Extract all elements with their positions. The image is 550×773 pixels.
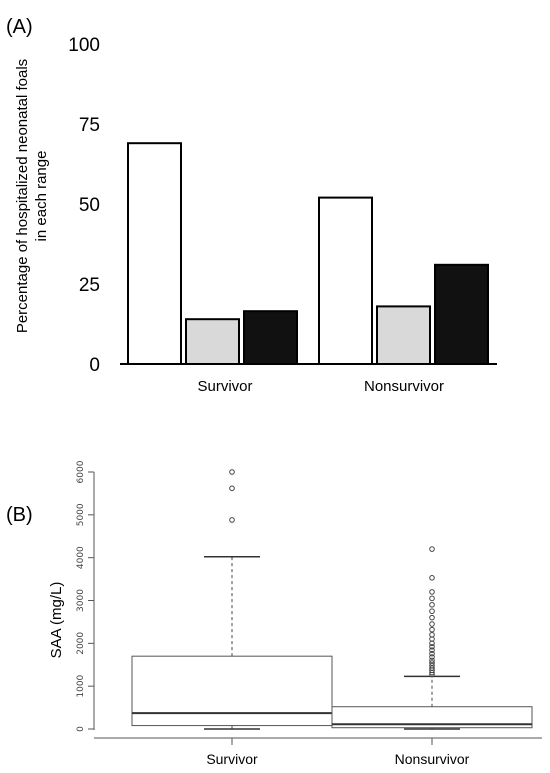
panel-b-category-nonsurvivor: Nonsurvivor bbox=[395, 751, 470, 767]
panel-a-ylabel-line-2: in each range bbox=[33, 151, 50, 242]
panel-a-y-tick-label: 0 bbox=[89, 355, 100, 376]
panel-a-bar-nonsurvivor-3 bbox=[434, 263, 489, 365]
panel-b-outlier bbox=[429, 654, 435, 660]
panel-b-outlier bbox=[429, 631, 435, 638]
panel-b-outlier bbox=[429, 614, 435, 621]
panel-a-bar-survivor-2 bbox=[185, 318, 240, 366]
panel-b-iqr-box bbox=[331, 706, 533, 729]
panel-b-outlier bbox=[429, 608, 435, 615]
panel-b-y-tick-label: 5000 bbox=[76, 503, 86, 526]
panel-b-outlier bbox=[229, 517, 235, 523]
panel-b-label: (B) bbox=[6, 504, 33, 526]
panel-b-outlier bbox=[429, 626, 435, 633]
panel-b-outlier bbox=[429, 650, 435, 657]
panel-b-iqr-box bbox=[131, 655, 333, 727]
panel-a-y-tick-label: 50 bbox=[79, 195, 100, 216]
panel-b-y-tick-label: 2000 bbox=[76, 632, 86, 655]
panel-b-outlier bbox=[429, 643, 435, 650]
panel-b-box-survivor bbox=[131, 469, 333, 730]
panel-a-bar-survivor-3 bbox=[243, 310, 298, 366]
panel-b-outlier bbox=[429, 595, 435, 602]
panel-a-category-survivor: Survivor bbox=[197, 378, 252, 395]
panel-b-category-survivor: Survivor bbox=[206, 751, 258, 767]
panel-a-y-tick-label: 100 bbox=[68, 35, 100, 56]
panel-a: (A) Percentage of hospitalized neonatal … bbox=[6, 16, 497, 395]
panel-b-y-ticks: 0 1000 2000 3000 4000 5000 6000 bbox=[76, 460, 94, 732]
panel-b-boxes bbox=[131, 469, 533, 730]
panel-b-outlier bbox=[229, 485, 235, 492]
panel-b-outlier bbox=[429, 574, 435, 581]
panel-b-ylabel: SAA (mg/L) bbox=[48, 582, 65, 659]
panel-b-y-tick-label: 4000 bbox=[76, 546, 86, 569]
panel-a-y-tick-label: 25 bbox=[79, 275, 100, 296]
panel-a-bars bbox=[127, 142, 489, 366]
panel-b-y-tick-label: 1000 bbox=[76, 674, 86, 697]
panel-b-outlier bbox=[429, 601, 435, 608]
panel-b-y-tick-label: 6000 bbox=[76, 460, 86, 483]
panel-b-outlier bbox=[429, 546, 435, 552]
panel-b-outlier bbox=[429, 589, 435, 595]
panel-a-y-ticks: 100 75 50 25 0 bbox=[68, 35, 100, 376]
panel-b-outlier bbox=[429, 662, 435, 669]
panel-b-outlier bbox=[429, 657, 435, 664]
panel-a-category-nonsurvivor: Nonsurvivor bbox=[364, 378, 444, 395]
panel-b-outlier bbox=[429, 660, 435, 666]
panel-b-outlier bbox=[429, 621, 435, 627]
panel-b: (B) SAA (mg/L) 0 1000 2000 3000 4000 5000 6000… bbox=[6, 460, 542, 767]
panel-b-outlier bbox=[429, 647, 435, 653]
panel-a-bar-nonsurvivor-2 bbox=[376, 305, 431, 365]
panel-b-outlier bbox=[429, 665, 435, 671]
panel-a-ylabel-line-1: Percentage of hospitalized neonatal foal… bbox=[14, 59, 31, 333]
panel-b-y-tick-label: 3000 bbox=[76, 589, 86, 612]
panel-a-y-tick-label: 75 bbox=[79, 115, 100, 136]
panel-b-box-nonsurvivor bbox=[331, 546, 533, 730]
panel-b-y-tick-label: 0 bbox=[76, 726, 86, 732]
panel-a-bar-survivor-1 bbox=[127, 142, 182, 365]
panel-a-label: (A) bbox=[6, 16, 33, 38]
panel-a-bar-nonsurvivor-1 bbox=[318, 196, 373, 365]
panel-b-outlier bbox=[229, 469, 235, 475]
